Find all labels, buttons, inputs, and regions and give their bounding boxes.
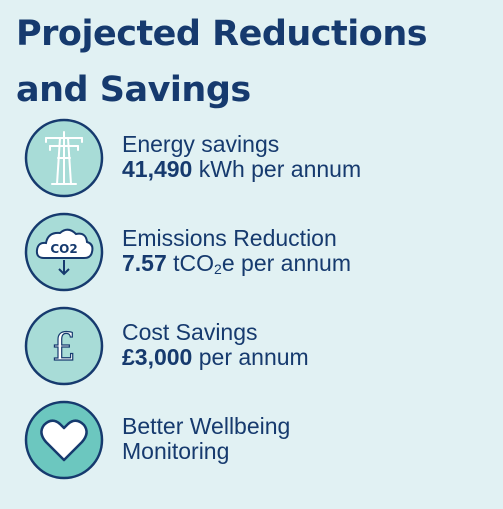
cost-savings-value: £3,000 per annum: [122, 344, 309, 370]
emissions-reduction-value: 7.57 tCO2e per annum: [122, 250, 351, 278]
cost-savings-item: £ Cost Savings £3,000 per annum: [24, 306, 494, 386]
wellbeing-item: Better Wellbeing Monitoring: [24, 400, 494, 480]
title-line-1: Projected Reductions: [16, 14, 428, 54]
energy-savings-value: 41,490 kWh per annum: [122, 156, 362, 182]
svg-text:CO2: CO2: [50, 242, 77, 256]
energy-savings-item: Energy savings 41,490 kWh per annum: [24, 118, 494, 198]
pound-icon: £: [24, 306, 104, 386]
wellbeing-label-2: Monitoring: [122, 438, 230, 464]
emissions-reduction-text: Emissions Reduction 7.57 tCO2e per annum: [122, 226, 351, 282]
heart-icon: [24, 400, 104, 480]
title-line-2: and Savings: [16, 70, 251, 110]
page-title: Projected Reductions and Savings: [16, 6, 496, 118]
cost-savings-label: Cost Savings: [122, 319, 258, 345]
co2-cloud-icon: CO2: [24, 212, 104, 292]
wellbeing-label-1: Better Wellbeing: [122, 413, 291, 439]
cost-savings-text: Cost Savings £3,000 per annum: [122, 320, 309, 370]
pylon-icon: [24, 118, 104, 198]
emissions-reduction-item: CO2 Emissions Reduction 7.57 tCO2e per a…: [24, 212, 494, 292]
wellbeing-text: Better Wellbeing Monitoring: [122, 414, 290, 464]
energy-savings-label: Energy savings: [122, 131, 280, 157]
energy-savings-text: Energy savings 41,490 kWh per annum: [122, 132, 361, 182]
emissions-reduction-label: Emissions Reduction: [122, 225, 337, 251]
svg-text:£: £: [52, 325, 76, 369]
